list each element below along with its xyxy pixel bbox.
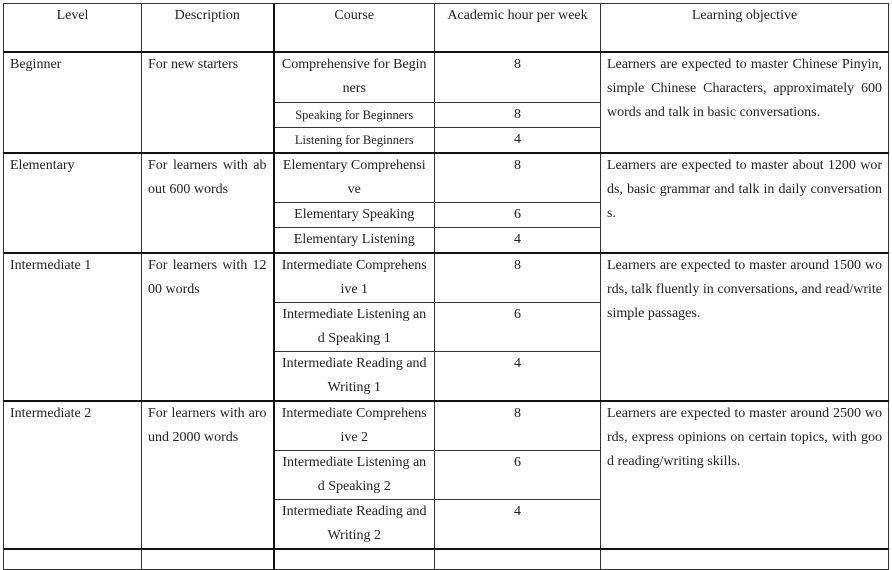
objective-cell: Learners are expected to master around 1… xyxy=(600,252,889,402)
course-cell: Elementary Listening xyxy=(272,227,435,254)
hours-cell: 4 xyxy=(434,126,601,153)
hours-cell: 6 xyxy=(434,302,601,352)
course-table: Level Description Course Academic hour p… xyxy=(3,3,889,570)
course-cell: Speaking for Beginners xyxy=(272,101,435,128)
table-row xyxy=(3,548,889,570)
objective-cell: Learners are expected to master around 2… xyxy=(600,400,889,550)
hours-cell: 6 xyxy=(434,450,601,500)
hours-cell: 8 xyxy=(434,151,601,203)
description-cell: For learners with about 600 words xyxy=(141,151,274,254)
course-cell: Intermediate Listening and Speaking 1 xyxy=(272,302,435,352)
level-cell: Elementary xyxy=(3,151,142,254)
course-cell: Intermediate Comprehensive 1 xyxy=(272,252,435,303)
description-cell: For learners with around 2000 words xyxy=(141,400,274,550)
header-level: Level xyxy=(3,3,142,53)
objective-cell: Learners are expected to master Chinese … xyxy=(600,51,889,153)
header-hours: Academic hour per week xyxy=(434,3,601,53)
course-cell: Intermediate Reading and Writing 2 xyxy=(272,499,435,550)
table-row: Beginner For new starters Comprehensive fo… xyxy=(3,51,889,153)
level-cell: Intermediate 1 xyxy=(3,252,142,402)
hours-cell: 4 xyxy=(434,499,601,550)
table-row: Speaking for Beginners 8 xyxy=(4,101,889,128)
table-row: Elementary For learners with about 600 wo… xyxy=(3,151,889,254)
hours-cell: 4 xyxy=(434,351,601,402)
level-cell: Beginner xyxy=(3,51,142,153)
header-objective: Learning objective xyxy=(600,3,889,53)
header-row: Level Description Course Academic hour p… xyxy=(3,3,889,53)
course-cell: Intermediate Listening and Speaking 2 xyxy=(272,450,435,500)
hours-cell: 8 xyxy=(434,51,601,103)
course-cell: Elementary Comprehensive xyxy=(272,151,435,203)
header-course: Course xyxy=(272,3,435,53)
table-row: Intermediate 2 For learners with around 2… xyxy=(3,400,889,550)
table-row: Intermediate 1 For learners with 1200 wor… xyxy=(3,252,889,402)
hours-cell: 6 xyxy=(434,202,601,228)
hours-cell: 8 xyxy=(434,252,601,303)
course-cell: Intermediate Comprehensive 2 xyxy=(272,400,435,451)
description-cell: For new starters xyxy=(141,51,274,153)
objective-cell: Learners are expected to master about 12… xyxy=(600,151,889,254)
course-cell: Intermediate Reading and Writing 1 xyxy=(272,351,435,402)
course-cell: Elementary Speaking xyxy=(272,202,435,228)
hours-cell: 8 xyxy=(434,400,601,451)
course-cell: Comprehensive for Beginners xyxy=(272,51,435,103)
header-description: Description xyxy=(141,3,274,53)
course-cell: Listening for Beginners xyxy=(272,126,435,153)
hours-cell: 8 xyxy=(434,101,601,128)
table-row: Elementary Speaking 6 xyxy=(4,202,889,228)
level-cell: Intermediate 2 xyxy=(3,400,142,550)
description-cell: For learners with 1200 words xyxy=(141,252,274,402)
hours-cell: 4 xyxy=(434,227,601,254)
